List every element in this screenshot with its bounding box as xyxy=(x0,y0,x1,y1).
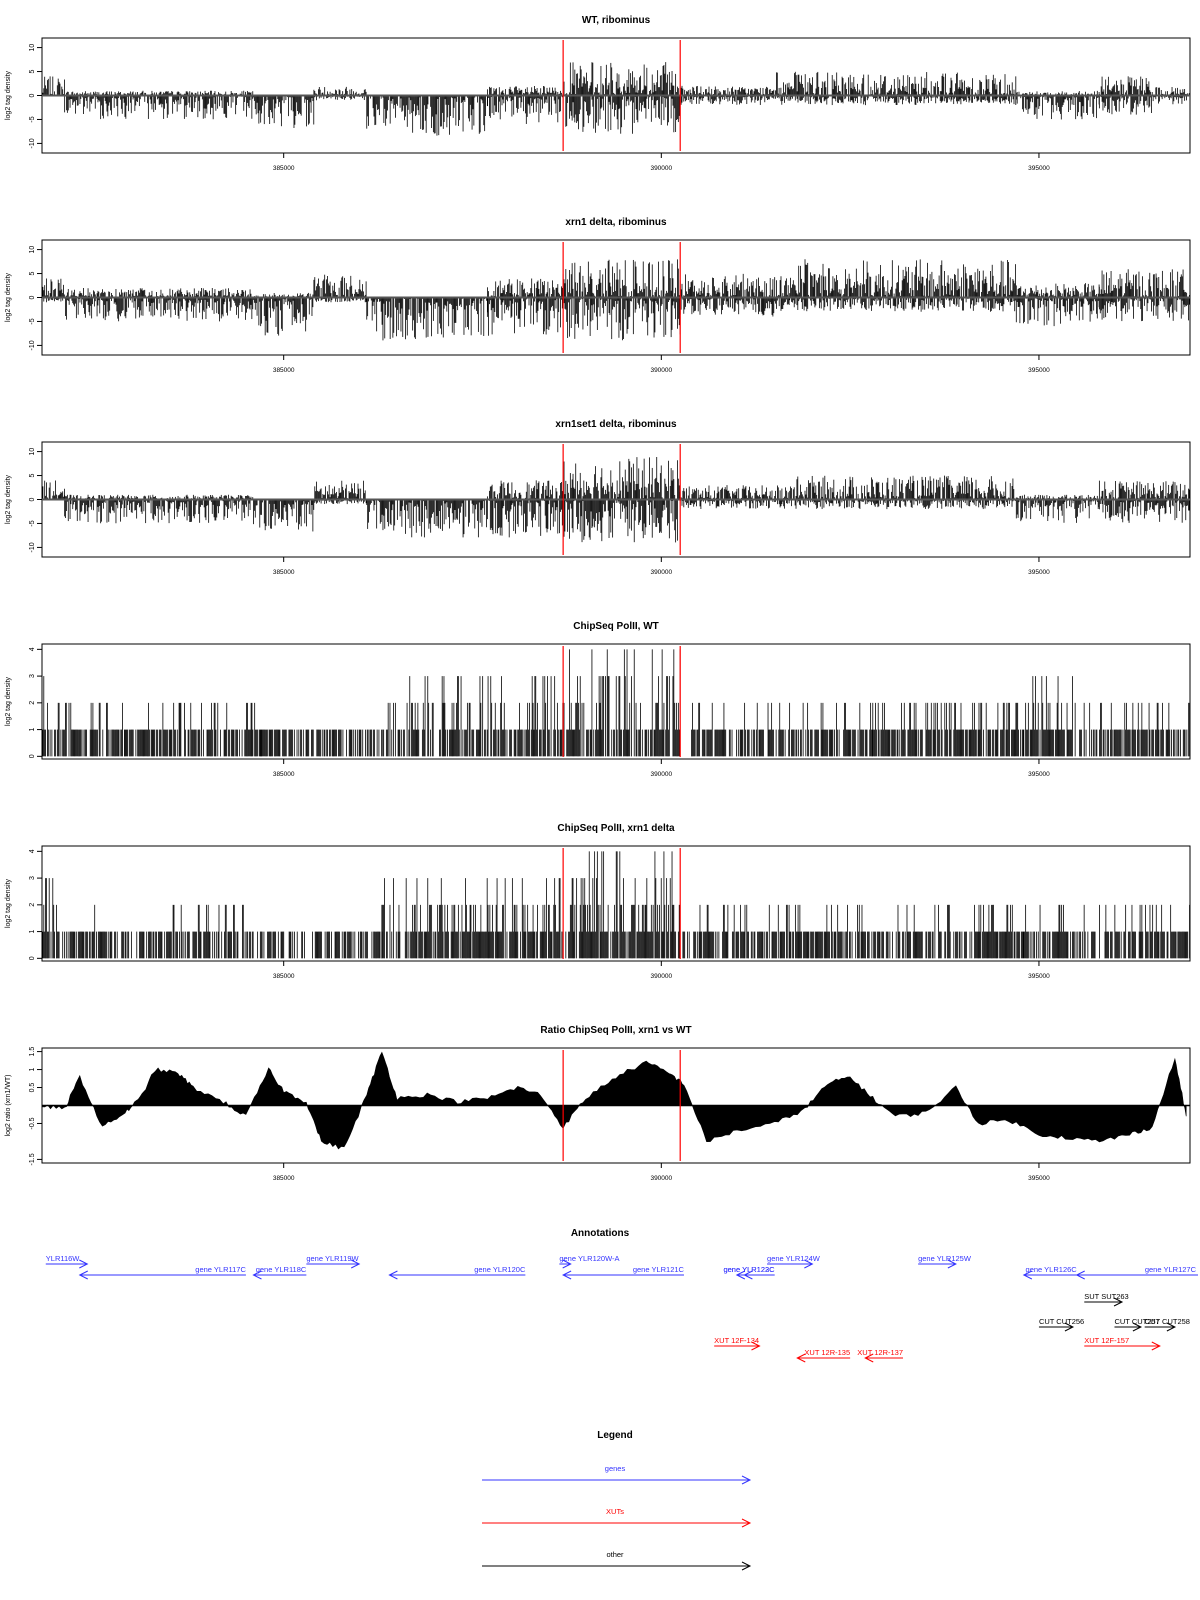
x-tick-label: 390000 xyxy=(650,771,672,778)
plot-frame xyxy=(41,643,1191,760)
y-tick-label: -5 xyxy=(29,520,36,526)
x-tick-label: 385000 xyxy=(273,165,295,172)
y-axis-label: log2 tag density xyxy=(5,272,12,322)
x-tick-label: 390000 xyxy=(650,367,672,374)
y-tick-label: -5 xyxy=(29,318,36,324)
y-tick-label: 2 xyxy=(29,701,36,705)
y-tick-label: 0 xyxy=(29,93,36,97)
y-tick-label: 10 xyxy=(29,448,36,456)
chart-panel-3: xrn1set1 delta, ribominus -10 -5 0 5 10 385000… xyxy=(5,419,1191,576)
chart-title: xrn1set1 delta, ribominus xyxy=(555,419,677,430)
y-tick-label: 5 xyxy=(29,271,36,275)
x-tick-label: 395000 xyxy=(1028,367,1050,374)
x-tick-label: 385000 xyxy=(273,569,295,576)
x-tick-label: 395000 xyxy=(1028,771,1050,778)
x-tick-label: 390000 xyxy=(650,569,672,576)
y-axis-label: log2 tag density xyxy=(5,70,12,120)
y-tick-label: 4 xyxy=(29,647,36,651)
y-tick-label: -5 xyxy=(29,116,36,122)
x-tick-label: 385000 xyxy=(273,367,295,374)
chart-title: WT, ribominus xyxy=(582,15,651,26)
x-tick-label: 385000 xyxy=(273,771,295,778)
y-axis-label: log2 tag density xyxy=(5,474,12,524)
y-tick-label: 0 xyxy=(29,754,36,758)
y-tick-label: 1 xyxy=(29,728,36,732)
y-tick-label: 5 xyxy=(29,473,36,477)
y-tick-label: -10 xyxy=(29,138,36,148)
chart-title: xrn1 delta, ribominus xyxy=(565,217,667,228)
data-bars xyxy=(41,259,1190,341)
chart-panel-1: WT, ribominus -10 -5 0 5 10 385000 390000 395000… xyxy=(5,15,1191,172)
y-tick-label: 10 xyxy=(29,246,36,254)
y-tick-label: 10 xyxy=(29,44,36,52)
data-bars xyxy=(41,62,1190,136)
y-axis-label: log2 tag density xyxy=(5,676,12,726)
y-tick-label: 5 xyxy=(29,69,36,73)
x-tick-label: 395000 xyxy=(1028,569,1050,576)
y-tick-label: 3 xyxy=(29,674,36,678)
chart-panel-2: xrn1 delta, ribominus -10 -5 0 5 10 385000 3900… xyxy=(5,217,1191,374)
x-tick-label: 395000 xyxy=(1028,165,1050,172)
x-tick-label: 390000 xyxy=(650,165,672,172)
data-bars xyxy=(42,649,1190,757)
chart-panel-4: ChipSeq PolII, WT 0 1 2 3 4 385000 390000 395000… xyxy=(5,621,1191,778)
y-tick-label: 0 xyxy=(29,497,36,501)
y-tick-label: 0 xyxy=(29,295,36,299)
y-tick-label: -10 xyxy=(29,340,36,350)
y-tick-label: -10 xyxy=(29,542,36,552)
chart-title: ChipSeq PolII, WT xyxy=(573,621,659,632)
